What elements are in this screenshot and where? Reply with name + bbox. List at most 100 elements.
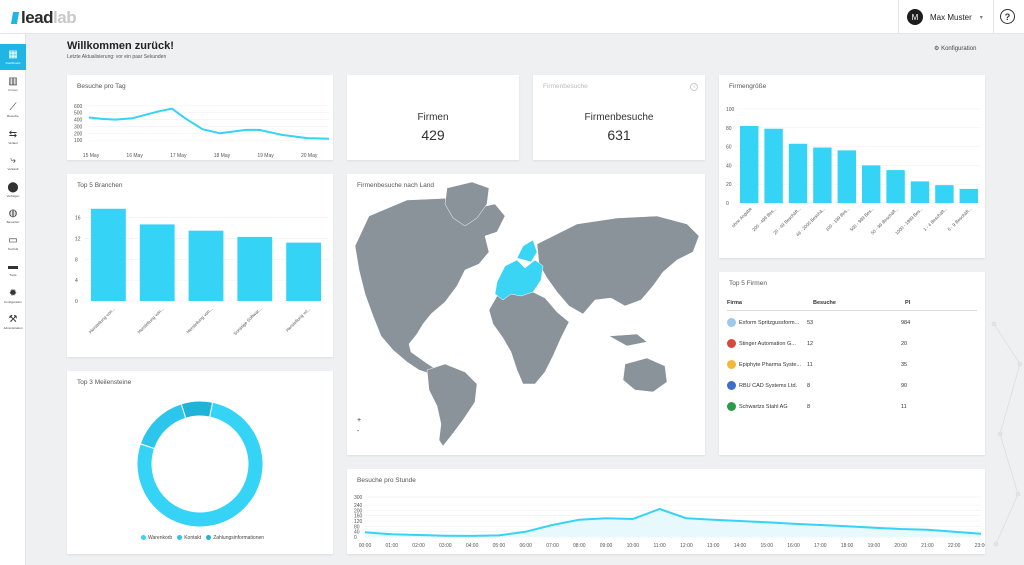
x-tick-label: 10:00 [627, 543, 640, 549]
user-menu[interactable]: M Max Muster ▾ [898, 0, 994, 34]
bar[interactable] [286, 242, 321, 301]
sidebar-item-label: Tools [9, 273, 17, 277]
top-bar: lead lab M Max Muster ▾ ? [0, 0, 1024, 34]
table-row[interactable]: Exform Spritzgussform... 53 984 [727, 314, 977, 332]
bar[interactable] [188, 230, 224, 301]
bar[interactable] [91, 208, 126, 301]
table-row[interactable]: RBU CAD Systems Ltd. 8 90 [727, 377, 977, 395]
column-header-besuche[interactable]: Besuche [813, 300, 836, 306]
donut-slice[interactable] [136, 401, 264, 528]
user-name: Max Muster [930, 12, 972, 22]
map-zoom-out-button[interactable]: - [357, 428, 360, 435]
card-besuche-pro-stunde: Besuche pro Stunde 0 40 80 120 160 200 240 300 0… [347, 469, 985, 554]
y-tick-label: 0 [726, 201, 729, 207]
y-tick-label: 8 [75, 257, 78, 263]
sidebar-item-label: Verkauft [7, 167, 19, 171]
x-tick-label: 21:00 [921, 543, 934, 549]
y-tick-label: 40 [354, 530, 360, 536]
x-tick-label: 1 - 4 Beschäft... [922, 206, 948, 232]
column-header-firma[interactable]: Firma [727, 300, 742, 306]
sidebar-item-tools[interactable]: ▬ Tools [0, 256, 26, 282]
card-top5-branchen: Top 5 Branchen 0 4 8 12 16 Herstellung von...… [67, 174, 333, 357]
world-map[interactable] [347, 174, 705, 455]
x-tick-label: 15 May [83, 153, 100, 159]
y-tick-label: 100 [74, 138, 83, 144]
sidebar-item-verfolgen[interactable]: ⬤ Verfolgen [0, 177, 26, 203]
sidebar-item-label: Administration [3, 326, 23, 330]
x-tick-label: 22:00 [948, 543, 961, 549]
bar[interactable] [813, 147, 832, 203]
bar[interactable] [837, 150, 856, 203]
y-tick-label: 240 [354, 503, 363, 509]
sidebar-item-dashboard[interactable]: ▦ Dashboard [0, 44, 26, 70]
company-visits: 11 [807, 362, 813, 368]
x-tick-label: Sonstige Softwar... [232, 306, 262, 336]
logo-text-main: lead [21, 8, 54, 27]
card-title: Top 3 Meilensteine [77, 379, 132, 386]
table-row[interactable]: Stinger Automation G... 12 20 [727, 335, 977, 353]
sidebar-item-konfiguration[interactable]: ✹ Konfiguration [0, 283, 26, 309]
bar[interactable] [740, 125, 759, 203]
column-header-pi[interactable]: PI [905, 300, 911, 306]
bar[interactable] [886, 170, 905, 203]
sidebar-item-verlauf[interactable]: ⇆ Verlauf [0, 124, 26, 150]
leadlab-logo[interactable]: lead lab [10, 8, 77, 28]
company-name: Epiphyte Pharma Syste... [739, 362, 802, 368]
company-visits: 8 [807, 383, 811, 389]
page-title: Willkommen zurück! [67, 40, 174, 52]
x-tick-label: 04:00 [466, 543, 479, 549]
legend-label[interactable]: Zahlungsinformationen [213, 535, 265, 541]
sidebar-item-technik[interactable]: ▭ Technik [0, 230, 26, 256]
legend-label[interactable]: Warenkorb [147, 535, 173, 541]
x-tick-label: 200 - 499 Bes... [751, 206, 777, 232]
sidebar: ▦ Dashboard ▥ Firmen ⟋ Besuche ⇆ Verlauf ⤷ Verkau… [0, 34, 26, 565]
sidebar-item-administration[interactable]: ⚒ Administration [0, 309, 26, 335]
x-tick-label: 05:00 [493, 543, 506, 549]
kpi-firmenbesuche-value: 631 [607, 127, 631, 143]
bar[interactable] [764, 128, 783, 203]
donut-slice[interactable] [180, 400, 214, 419]
help-icon[interactable]: ? [1000, 9, 1015, 24]
bar[interactable] [959, 188, 978, 203]
legend-label[interactable]: Kontakt [184, 535, 202, 541]
bar[interactable] [862, 165, 881, 203]
sidebar-item-verkauft[interactable]: ⤷ Verkauft [0, 150, 26, 176]
table-row[interactable]: Epiphyte Pharma Syste... 11 35 [727, 356, 977, 374]
card-besuche-pro-tag: Besuche pro Tag 100 200 300 400 500 600 15 May… [67, 75, 333, 160]
y-tick-label: 300 [74, 124, 83, 130]
company-visits: 53 [807, 320, 814, 326]
map-south-america [426, 363, 478, 447]
card-firmenbesuche[interactable]: Firmenbesuche i Firmenbesuche 631 [533, 75, 705, 160]
map-zoom-in-button[interactable]: + [357, 417, 362, 424]
sidebar-item-besucher[interactable]: ◍ Besucher [0, 203, 26, 229]
card-firmengroesse: Firmengröße 0 20 40 60 80 100 ohne Angabe 200 -… [719, 75, 985, 258]
sidebar-item-besuche[interactable]: ⟋ Besuche [0, 97, 26, 123]
configuration-button[interactable]: ⚙ Konfiguration [934, 45, 976, 52]
y-tick-label: 20 [726, 182, 732, 188]
y-tick-label: 0 [354, 535, 357, 541]
y-tick-label: 500 [74, 111, 83, 117]
sidebar-item-firmen[interactable]: ▥ Firmen [0, 71, 26, 97]
bar[interactable] [237, 236, 273, 301]
bar[interactable] [910, 181, 930, 203]
table-row[interactable]: Schwartzs Stahl AG 8 11 [727, 398, 977, 416]
card-firmen[interactable]: Firmen 429 [347, 75, 519, 160]
branchen-chart: 0 4 8 12 16 Herstellung von... Herstellung von… [75, 208, 329, 336]
info-icon[interactable]: i [690, 83, 698, 91]
bar[interactable] [788, 143, 808, 203]
company-visits: 8 [807, 404, 811, 410]
bar[interactable] [139, 224, 175, 301]
x-tick-label: 06:00 [519, 543, 532, 549]
x-tick-label: 17 May [170, 153, 187, 159]
x-tick-label: 11:00 [654, 543, 666, 549]
y-tick-label: 60 [726, 145, 732, 151]
x-tick-label: 07:00 [546, 543, 559, 549]
series-line [88, 107, 330, 140]
x-tick-label: 1000 - 1999 Bes... [894, 206, 924, 236]
donut-slice[interactable] [139, 403, 187, 450]
bar[interactable] [935, 185, 954, 203]
trend-icon: ⟋ [9, 102, 17, 113]
donut-legend: Warenkorb Kontakt Zahlungsinformationen [67, 535, 333, 541]
y-tick-label: 120 [354, 519, 363, 525]
chevron-down-icon: ▾ [979, 14, 983, 21]
